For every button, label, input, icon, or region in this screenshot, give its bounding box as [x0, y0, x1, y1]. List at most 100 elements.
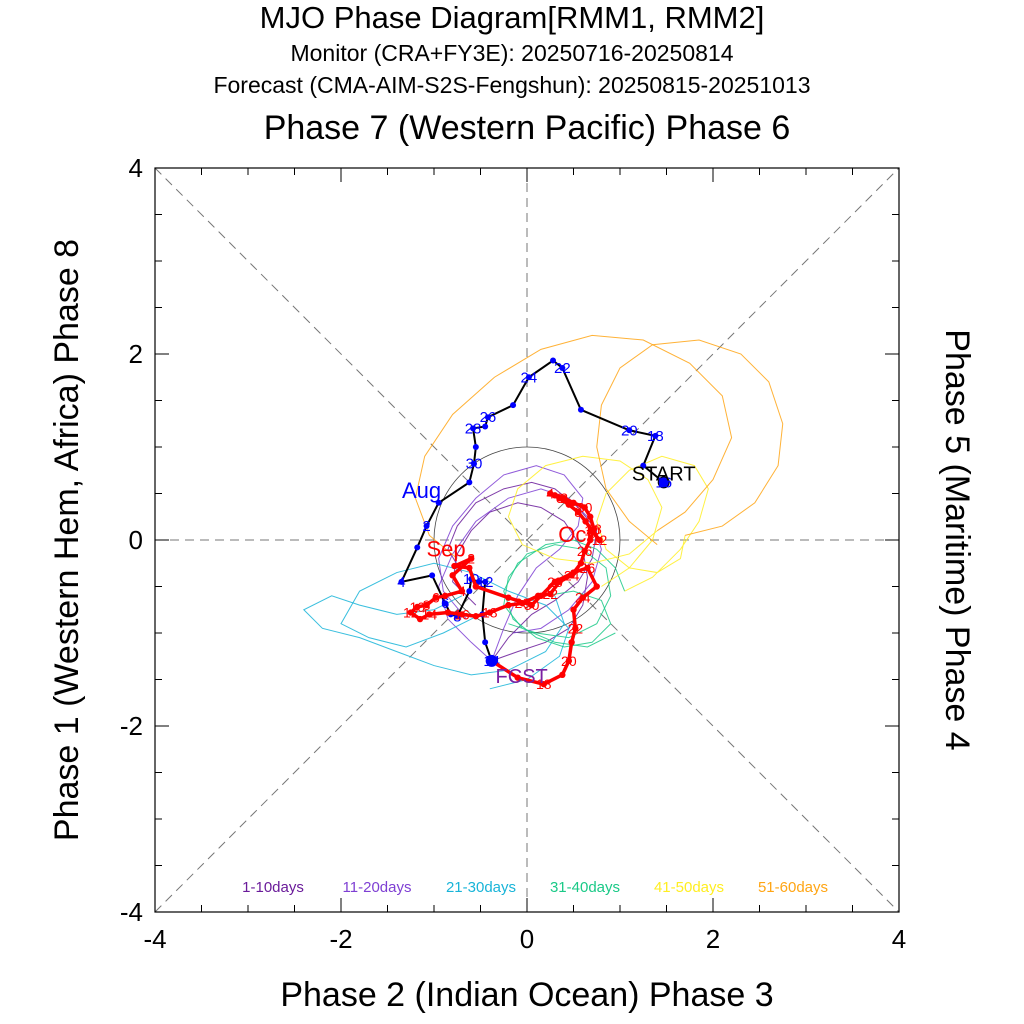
monitor-day-label: 26: [480, 409, 497, 426]
forecast-day-label: 10: [584, 523, 600, 539]
monitor-day-label: 28: [465, 420, 482, 437]
forecast-point: [466, 564, 473, 572]
x-tick-label: 0: [520, 924, 534, 954]
forecast-point: [444, 609, 452, 616]
ensemble-member-line: [452, 502, 588, 662]
forecast-point: [568, 639, 575, 646]
forecast-point: [458, 587, 466, 595]
forecast-day-label: 12: [592, 532, 608, 548]
monitor-point: [640, 462, 647, 469]
forecast-day-label: 18: [482, 605, 498, 621]
monitor-point: [482, 578, 489, 585]
forecast-point: [556, 494, 563, 502]
forecast-point: [587, 536, 594, 544]
forecast-point: [486, 609, 493, 616]
forecast-point: [468, 555, 475, 562]
right-phase-label: Phase 5 (Maritime) Phase 4: [938, 329, 976, 750]
unit-circle: [433, 446, 621, 634]
legend-item: 41-50days: [654, 879, 724, 896]
monitor-day-label: 20: [621, 422, 638, 439]
forecast-point: [423, 601, 430, 609]
forecast-day-label: 8: [423, 597, 431, 613]
forecast-point: [534, 592, 542, 599]
forecast-point: [451, 562, 458, 570]
forecast-point: [551, 578, 559, 586]
forecast-point: [472, 613, 480, 620]
forecast-point: [584, 564, 591, 572]
start-label: START: [632, 463, 696, 485]
fcst-label: FCST: [496, 666, 548, 688]
monitor-point: [525, 374, 532, 381]
forecast-point: [426, 611, 433, 618]
forecast-point: [547, 490, 554, 497]
forecast-point: [441, 592, 449, 599]
monitor-day-label: 22: [554, 360, 571, 377]
monitor-point: [475, 578, 482, 585]
legend-item: 21-30days: [446, 879, 516, 896]
monitor-point: [550, 357, 557, 364]
monitor-point: [442, 600, 449, 607]
monitor-day-label: 30: [466, 456, 483, 473]
forecast-day-label: 26: [577, 543, 593, 559]
monitor-track: 16182022242628302468101214STARTAug: [397, 357, 696, 670]
forecast-day-label: 22: [568, 620, 584, 636]
forecast-point: [579, 594, 586, 601]
forecast-day-label: 4: [458, 583, 466, 599]
monitor-day-label: 6: [441, 595, 449, 612]
x-tick-label: 4: [892, 924, 906, 954]
monitor-point: [652, 432, 659, 439]
x-tick-label: -2: [329, 924, 352, 954]
forecast-point: [449, 572, 456, 579]
ensemble-member-line: [414, 334, 733, 559]
forecast-point: [416, 615, 424, 623]
monitor-point: [423, 523, 430, 530]
monitor-day-label: 18: [647, 428, 664, 445]
y-tick-label: -2: [120, 711, 143, 741]
monitor-point: [470, 425, 477, 432]
legend: 1-10days 11-20days 21-30days 31-40days 41-50…: [242, 879, 828, 896]
forecast-point: [574, 508, 582, 516]
forecast-point: [519, 600, 526, 607]
monitor-point: [484, 414, 491, 421]
legend-item: 11-20days: [343, 879, 412, 896]
forecast-day-label: 14: [422, 606, 438, 622]
forecast-start-marker: [485, 654, 498, 667]
forecast-day-label: 20: [515, 595, 531, 611]
forecast-point: [528, 601, 535, 609]
forecast-point: [588, 527, 596, 534]
forecast-point: [565, 657, 573, 665]
monitor-day-label: 16: [655, 474, 672, 491]
legend-item: 1-10days: [242, 879, 304, 896]
legend-item: 51-60days: [758, 879, 828, 896]
ensemble-member-line: [438, 465, 584, 662]
forecast-day-label: 28: [547, 574, 563, 590]
forecast-point: [581, 547, 588, 555]
y-tick-label: 2: [129, 339, 143, 369]
monitor-point: [482, 423, 489, 430]
forecast-point: [596, 536, 603, 544]
forecast-day-label: 8: [574, 504, 582, 520]
forecast-point: [505, 594, 512, 601]
month-label-oct: Oct: [558, 522, 592, 547]
phase-diagonal: [154, 167, 900, 913]
forecast-point: [561, 494, 568, 502]
y-tick-label: 0: [129, 525, 143, 555]
forecast-point: [577, 560, 585, 567]
forecast-point: [514, 674, 521, 681]
forecast-point: [472, 583, 480, 590]
ensemble-member-line: [302, 595, 565, 676]
plot-grid: [154, 167, 900, 913]
forecast-day-label: 2: [560, 490, 568, 506]
month-label-aug: Aug: [402, 478, 441, 503]
forecast-point: [505, 601, 512, 609]
forecast-point: [587, 513, 594, 520]
axis-labels: Phase 7 (Western Pacific) Phase 6 Phase …: [48, 109, 976, 1014]
monitor-point: [510, 402, 517, 409]
chart-title: MJO Phase Diagram[RMM1, RMM2]: [259, 0, 765, 35]
forecast-point: [568, 572, 575, 579]
y-tick-label: 4: [129, 153, 143, 183]
forecast-day-label: 30: [524, 597, 540, 613]
forecast-day-label: 6: [432, 590, 440, 606]
